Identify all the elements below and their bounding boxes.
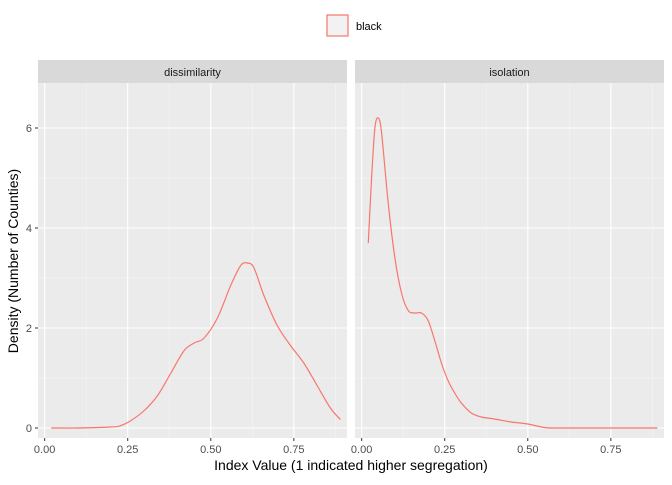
x-tick-label: 0.00 [351, 444, 372, 456]
x-axes: 0.00 0.25 0.50 0.75 0.00 0.25 0.50 0.75 [34, 438, 622, 456]
panel-background [355, 83, 664, 438]
y-tick-label: 2 [26, 323, 32, 335]
x-tick-label: 0.75 [283, 444, 304, 456]
panel-background [38, 83, 347, 438]
density-line-black [367, 117, 658, 429]
x-tick-label: 0.25 [117, 444, 138, 456]
x-tick-label: 0.00 [34, 444, 55, 456]
y-tick-label: 4 [26, 223, 32, 235]
facet-strip [355, 60, 664, 83]
y-tick-label: 0 [26, 423, 32, 435]
x-tick-label: 0.75 [600, 444, 621, 456]
panel-dissimilarity: dissimilarity [38, 60, 347, 438]
legend-key-black [326, 14, 349, 37]
x-axis-dissimilarity: 0.00 0.25 0.50 0.75 [34, 438, 305, 456]
facet-strip-label: dissimilarity [164, 67, 221, 79]
panel-isolation: isolation [355, 60, 664, 438]
y-axis: 0 2 4 6 [26, 123, 38, 435]
legend: black [326, 14, 382, 37]
x-tick-label: 0.50 [200, 444, 221, 456]
x-axis-title: Index Value (1 indicated higher segregat… [214, 457, 488, 473]
facet-strip [38, 60, 347, 83]
y-tick-label: 6 [26, 123, 32, 135]
x-axis-isolation: 0.00 0.25 0.50 0.75 [351, 438, 622, 456]
facet-strip-label: isolation [489, 67, 529, 79]
density-line-black [51, 262, 341, 429]
x-tick-label: 0.25 [434, 444, 455, 456]
x-tick-label: 0.50 [517, 444, 538, 456]
y-axis-title: Density (Number of Counties) [5, 169, 21, 353]
legend-label-black: black [356, 21, 382, 33]
facet-panels: dissimilarity isolation [38, 60, 664, 438]
